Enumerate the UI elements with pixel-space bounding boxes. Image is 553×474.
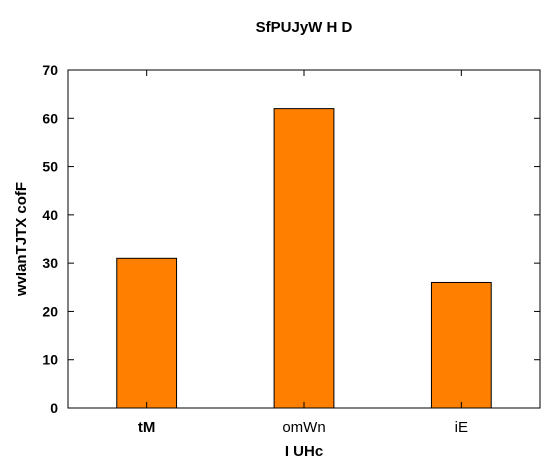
y-tick-label: 30 (42, 255, 58, 271)
x-tick-label: omWn (282, 419, 325, 436)
x-axis-ticks: tM omWn iE (138, 70, 468, 436)
bar-tM (116, 257, 178, 409)
bar-omWn (273, 108, 335, 409)
bar-iE (430, 281, 492, 409)
y-tick-label: 60 (42, 110, 58, 126)
chart-title: SfPUJyW H D (256, 19, 353, 36)
x-tick-label: iE (455, 419, 468, 436)
y-axis-ticks: 0 10 20 30 40 50 60 70 (42, 62, 540, 416)
x-axis-label: I UHc (285, 443, 323, 460)
y-tick-label: 70 (42, 62, 58, 78)
y-tick-label: 0 (50, 400, 58, 416)
y-tick-label: 50 (42, 159, 58, 175)
y-tick-label: 40 (42, 207, 58, 223)
y-tick-label: 20 (42, 303, 58, 319)
y-tick-label: 10 (42, 352, 58, 368)
bars-group (116, 108, 492, 409)
y-axis-label: wvIanTJTX cofF (13, 182, 30, 297)
x-tick-label: tM (138, 419, 156, 436)
